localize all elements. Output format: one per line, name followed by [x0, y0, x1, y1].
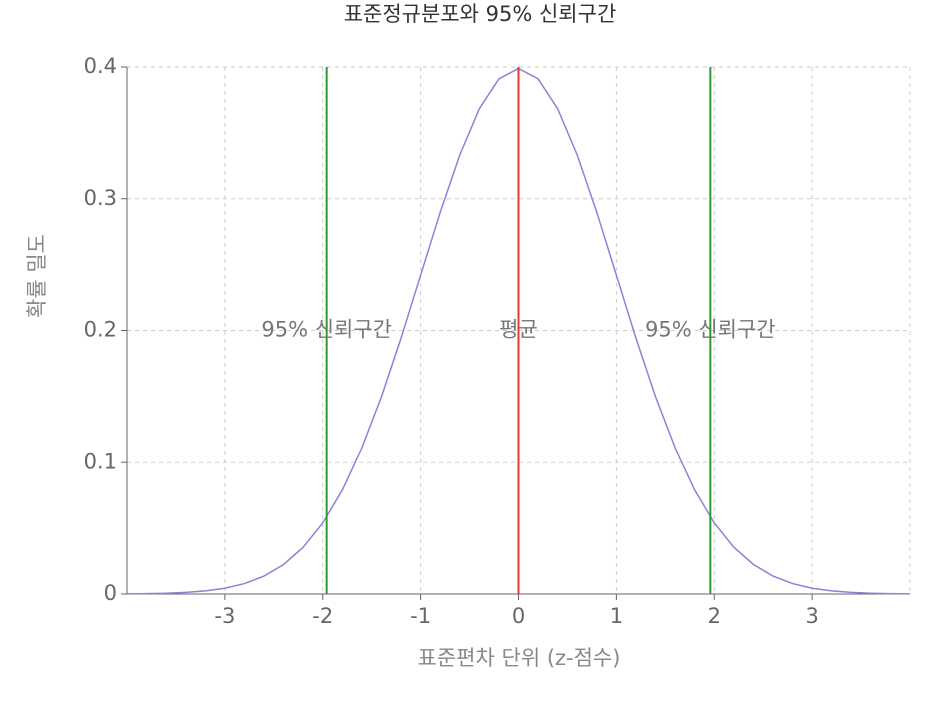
- chart-title: 표준정규분포와 95% 신뢰구간: [344, 2, 617, 26]
- y-axis-title: 확률 밀도: [25, 234, 49, 318]
- y-tick-label: 0: [104, 581, 117, 605]
- x-tick-label: -3: [214, 604, 235, 628]
- reference-label: 95% 신뢰구간: [645, 318, 776, 342]
- y-tick-label: 0.2: [84, 318, 117, 342]
- y-tick-label: 0.1: [84, 449, 117, 473]
- reference-label: 95% 신뢰구간: [261, 318, 392, 342]
- x-axis-title: 표준편차 단위 (z-점수): [418, 646, 621, 670]
- reference-label: 평균: [499, 318, 538, 342]
- x-tick-label: -2: [312, 604, 333, 628]
- y-tick-label: 0.3: [84, 186, 117, 210]
- x-tick-label: 2: [708, 604, 721, 628]
- x-tick-label: 1: [610, 604, 623, 628]
- x-tick-label: -1: [410, 604, 431, 628]
- y-tick-label: 0.4: [84, 54, 117, 78]
- x-tick-label: 3: [805, 604, 818, 628]
- x-tick-label: 0: [512, 604, 525, 628]
